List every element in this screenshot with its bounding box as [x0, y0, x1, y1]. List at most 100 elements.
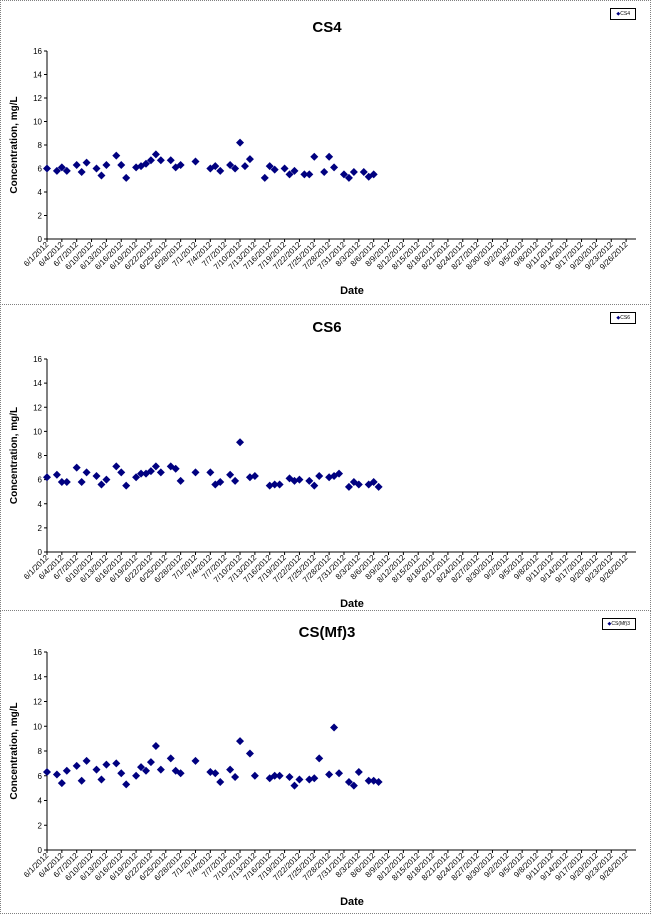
data-point: [354, 480, 363, 489]
data-point: [43, 768, 51, 777]
data-point: [146, 467, 155, 476]
y-axis-label: Concentration, mg/L: [9, 96, 20, 193]
y-tick-label: 2: [38, 212, 43, 221]
data-point: [151, 742, 160, 751]
y-tick-label: 6: [38, 476, 43, 485]
data-point: [275, 771, 284, 780]
data-point: [52, 770, 61, 779]
data-point: [156, 765, 165, 774]
data-point: [176, 476, 185, 485]
data-point: [231, 164, 240, 173]
y-tick-label: 4: [38, 188, 43, 197]
data-point: [156, 468, 165, 477]
data-point: [295, 475, 304, 484]
legend-label: CS6: [620, 315, 630, 321]
data-point: [226, 160, 235, 169]
y-tick-label: 6: [38, 772, 43, 781]
data-point: [191, 157, 200, 166]
data-point: [92, 765, 101, 774]
data-point: [132, 473, 141, 482]
data-point: [112, 759, 121, 768]
data-point: [270, 771, 279, 780]
chart-panel-cs4: CS4 0 2 4 6 8 10 12 14 16 Concentration, mg/L 6/1/2…: [0, 0, 651, 305]
data-point: [112, 462, 121, 471]
legend: ◆CS(Mf)3: [601, 618, 636, 630]
data-point: [166, 156, 175, 165]
y-tick-label: 12: [33, 698, 42, 707]
data-point: [77, 478, 86, 487]
data-point: [275, 480, 284, 489]
data-point: [310, 774, 319, 783]
data-point: [310, 481, 319, 490]
legend: ◆CS6: [610, 312, 636, 324]
data-point: [176, 160, 185, 169]
y-tick-label: 4: [38, 500, 43, 509]
y-tick-label: 2: [38, 524, 43, 533]
data-point: [112, 151, 121, 160]
data-point: [250, 771, 259, 780]
data-point: [335, 469, 344, 478]
y-tick-label: 0: [38, 235, 43, 244]
y-tick-label: 8: [38, 141, 43, 150]
data-point: [62, 766, 71, 775]
data-point: [156, 156, 165, 165]
data-point: [305, 170, 314, 179]
y-tick-label: 8: [38, 452, 43, 461]
y-tick-label: 16: [33, 355, 42, 364]
data-point: [57, 478, 66, 487]
data-point: [245, 155, 254, 164]
data-point: [62, 478, 71, 487]
data-point: [320, 168, 329, 177]
data-point: [206, 468, 215, 477]
data-point: [176, 769, 185, 778]
y-tick-label: 14: [33, 71, 42, 80]
data-point: [92, 472, 101, 481]
data-point: [141, 766, 150, 775]
data-point: [300, 170, 309, 179]
data-point: [57, 163, 66, 172]
data-point: [82, 756, 91, 765]
y-tick-label: 6: [38, 165, 43, 174]
data-point: [216, 478, 225, 487]
data-point: [102, 760, 111, 769]
data-point: [354, 768, 363, 777]
x-axis-label: Date: [340, 598, 364, 610]
data-point: [315, 754, 324, 763]
data-point: [226, 470, 235, 479]
chart-title: CS6: [312, 319, 341, 336]
data-point: [325, 152, 334, 161]
y-tick-label: 10: [33, 722, 42, 731]
data-point: [290, 781, 299, 790]
data-point: [260, 173, 269, 182]
data-point: [191, 756, 200, 765]
y-tick-label: 12: [33, 403, 42, 412]
data-point: [43, 473, 51, 482]
data-point: [211, 769, 220, 778]
data-point: [132, 771, 141, 780]
y-tick-label: 16: [33, 648, 42, 657]
data-point: [344, 173, 353, 182]
legend-label: CS4: [620, 11, 630, 17]
data-point: [151, 462, 160, 471]
data-point: [191, 468, 200, 477]
data-point: [166, 754, 175, 763]
chart-panel-cs6: CS6 0 2 4 6 8 10 12 14 16 Concentration, mg/L 6/1/2…: [0, 304, 651, 611]
x-axis-label: Date: [340, 896, 364, 908]
data-point: [270, 480, 279, 489]
data-point: [359, 168, 368, 177]
data-point: [335, 769, 344, 778]
y-axis-label: Concentration, mg/L: [9, 407, 20, 504]
legend-label: CS(Mf)3: [611, 621, 630, 627]
y-axis-label: Concentration, mg/L: [9, 702, 20, 799]
data-point: [374, 777, 383, 786]
data-point: [250, 472, 259, 481]
data-point: [216, 777, 225, 786]
data-point: [117, 769, 126, 778]
data-point: [236, 737, 245, 746]
data-point: [330, 163, 339, 172]
data-point: [171, 464, 180, 473]
y-tick-label: 10: [33, 427, 42, 436]
data-point: [146, 758, 155, 767]
